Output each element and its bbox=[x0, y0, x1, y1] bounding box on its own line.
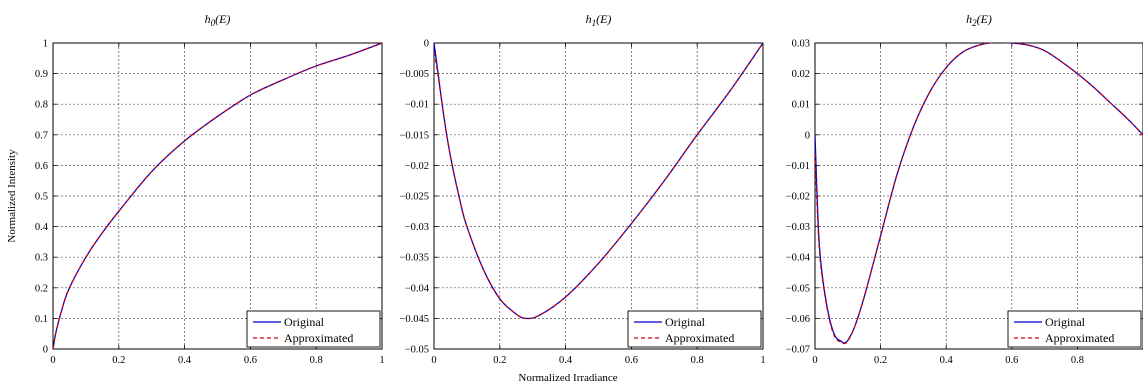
legend-original-label: Original bbox=[284, 315, 325, 329]
subplot-1: 0 0.2 0.4 0.6 0.8 1 −0.05 −0.045 −0.04 −0.035 −0.0… bbox=[399, 12, 765, 366]
legend-approximated-label: Approximated bbox=[1045, 331, 1114, 345]
y-tick-label: −0.02 bbox=[786, 192, 810, 203]
chart-title: h1(E) bbox=[586, 12, 612, 28]
legend: Original Approximated bbox=[246, 310, 381, 348]
y-tick-label: 0 bbox=[424, 39, 429, 50]
x-tick-label: 0.4 bbox=[940, 355, 954, 366]
x-tick-label: 0.2 bbox=[874, 355, 887, 366]
legend: Original Approximated bbox=[627, 310, 762, 348]
y-tick-label: −0.04 bbox=[405, 283, 430, 294]
x-axis-label: Normalized Irradiance bbox=[518, 372, 617, 383]
x-tick-label: 0 bbox=[812, 355, 817, 366]
y-tick-label: 0.01 bbox=[792, 100, 810, 111]
y-tick-label: −0.06 bbox=[786, 314, 810, 325]
x-tick-label: 1 bbox=[760, 355, 765, 366]
y-tick-label: 0 bbox=[805, 130, 810, 141]
series-group bbox=[53, 43, 382, 349]
series-approximated-line bbox=[815, 43, 1143, 345]
subplot-2: 0 0.2 0.4 0.6 0.8 −0.07 −0.06 −0.05 −0.04 −0.03 −0… bbox=[786, 12, 1143, 366]
y-tick-label: 0.1 bbox=[35, 314, 48, 325]
legend-original-label: Original bbox=[665, 315, 706, 329]
y-tick-label: −0.015 bbox=[399, 130, 429, 141]
x-tick-label: 1 bbox=[379, 355, 384, 366]
subplot-0: 0 0.2 0.4 0.6 0.8 1 0 0.1 0.2 0.3 0.4 0.5 0.6 0.7 0.8 0… bbox=[35, 12, 385, 366]
legend-box bbox=[246, 310, 381, 348]
title-subscript: 2 bbox=[972, 18, 977, 28]
y-tick-label: 0.6 bbox=[35, 161, 48, 172]
y-tick-label: 0.02 bbox=[792, 69, 810, 80]
x-tick-label: 0.2 bbox=[112, 355, 125, 366]
title-rest: (E) bbox=[215, 12, 230, 26]
y-tick-label: −0.04 bbox=[786, 253, 811, 264]
series-group bbox=[434, 43, 763, 320]
y-tick-label: 0.3 bbox=[35, 253, 48, 264]
x-tick-label: 0.8 bbox=[691, 355, 704, 366]
y-tick-label: 0.2 bbox=[35, 283, 48, 294]
x-tick-label: 0.2 bbox=[493, 355, 506, 366]
y-tick-label: −0.025 bbox=[399, 192, 429, 203]
y-tick-label: 0.7 bbox=[35, 130, 48, 141]
y-tick-label: −0.005 bbox=[399, 69, 429, 80]
y-tick-label: −0.035 bbox=[399, 253, 429, 264]
y-tick-label: −0.03 bbox=[786, 222, 810, 233]
title-main: h bbox=[586, 12, 592, 26]
x-tick-label: 0.8 bbox=[1071, 355, 1084, 366]
x-tick-label: 0.4 bbox=[559, 355, 573, 366]
legend-approximated-label: Approximated bbox=[284, 331, 353, 345]
y-tick-label: −0.02 bbox=[405, 161, 429, 172]
x-tick-label: 0.6 bbox=[244, 355, 257, 366]
x-tick-label: 0.6 bbox=[1005, 355, 1018, 366]
title-rest: (E) bbox=[977, 12, 992, 26]
x-tick-label: 0.8 bbox=[310, 355, 323, 366]
legend-box bbox=[1007, 310, 1142, 348]
x-tick-label: 0 bbox=[50, 355, 55, 366]
series-group bbox=[815, 43, 1143, 345]
x-tick-label: 0.6 bbox=[625, 355, 638, 366]
x-tick-label: 0 bbox=[431, 355, 436, 366]
series-approximated-line bbox=[53, 43, 382, 349]
chart-title: h2(E) bbox=[966, 12, 992, 28]
series-approximated-line bbox=[434, 43, 763, 320]
y-axis-label: Normalized Intensity bbox=[6, 149, 18, 243]
y-tick-label: 0.03 bbox=[792, 39, 810, 50]
legend-approximated-label: Approximated bbox=[665, 331, 734, 345]
legend-original-label: Original bbox=[1045, 315, 1086, 329]
legend: Original Approximated bbox=[1007, 310, 1142, 348]
y-tick-label: −0.05 bbox=[405, 345, 429, 356]
y-tick-label: 0 bbox=[43, 345, 48, 356]
y-tick-label: −0.07 bbox=[786, 345, 810, 356]
y-tick-label: −0.01 bbox=[405, 100, 429, 111]
y-tick-label: −0.045 bbox=[399, 314, 429, 325]
y-tick-label: 1 bbox=[43, 39, 48, 50]
title-rest: (E) bbox=[596, 12, 611, 26]
y-tick-label: 0.5 bbox=[35, 192, 48, 203]
title-subscript: 1 bbox=[592, 18, 597, 28]
title-subscript: 0 bbox=[211, 18, 216, 28]
series-original-line bbox=[434, 43, 763, 320]
title-main: h bbox=[966, 12, 972, 26]
title-main: h bbox=[205, 12, 211, 26]
x-tick-label: 0.4 bbox=[178, 355, 192, 366]
y-tick-label: 0.8 bbox=[35, 100, 48, 111]
legend-box bbox=[627, 310, 762, 348]
y-tick-label: 0.4 bbox=[35, 222, 49, 233]
y-tick-label: −0.05 bbox=[786, 283, 810, 294]
y-tick-label: 0.9 bbox=[35, 69, 48, 80]
y-tick-label: −0.03 bbox=[405, 222, 429, 233]
chart-title: h0(E) bbox=[205, 12, 231, 28]
y-tick-label: −0.01 bbox=[786, 161, 810, 172]
